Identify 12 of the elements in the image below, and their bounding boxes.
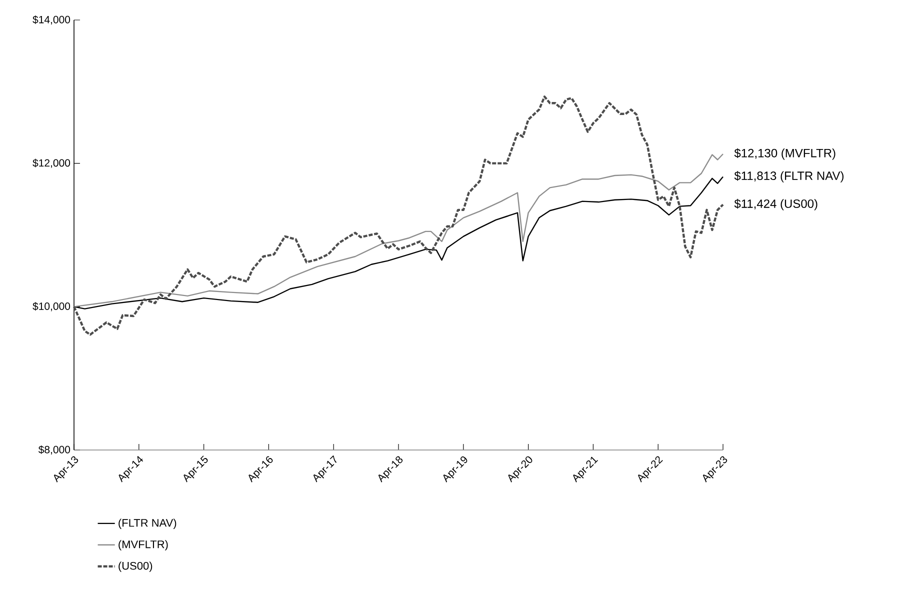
line-series	[72, 96, 724, 336]
legend-label: (US00)	[118, 562, 152, 572]
annotation: $11,424 (US00)	[734, 198, 818, 210]
annotation: $12,130 (MVFLTR)	[734, 148, 836, 160]
y-tick-label: $10,000	[32, 302, 70, 312]
y-tick-label: $12,000	[32, 158, 70, 168]
y-tick-label: $8,000	[38, 445, 70, 455]
line-series	[73, 153, 724, 308]
y-tick-label: $14,000	[32, 15, 70, 25]
legend-label: (MVFLTR)	[118, 540, 168, 550]
annotation: $11,813 (FLTR NAV)	[734, 171, 844, 182]
legend-label: (FLTR NAV)	[118, 518, 176, 529]
